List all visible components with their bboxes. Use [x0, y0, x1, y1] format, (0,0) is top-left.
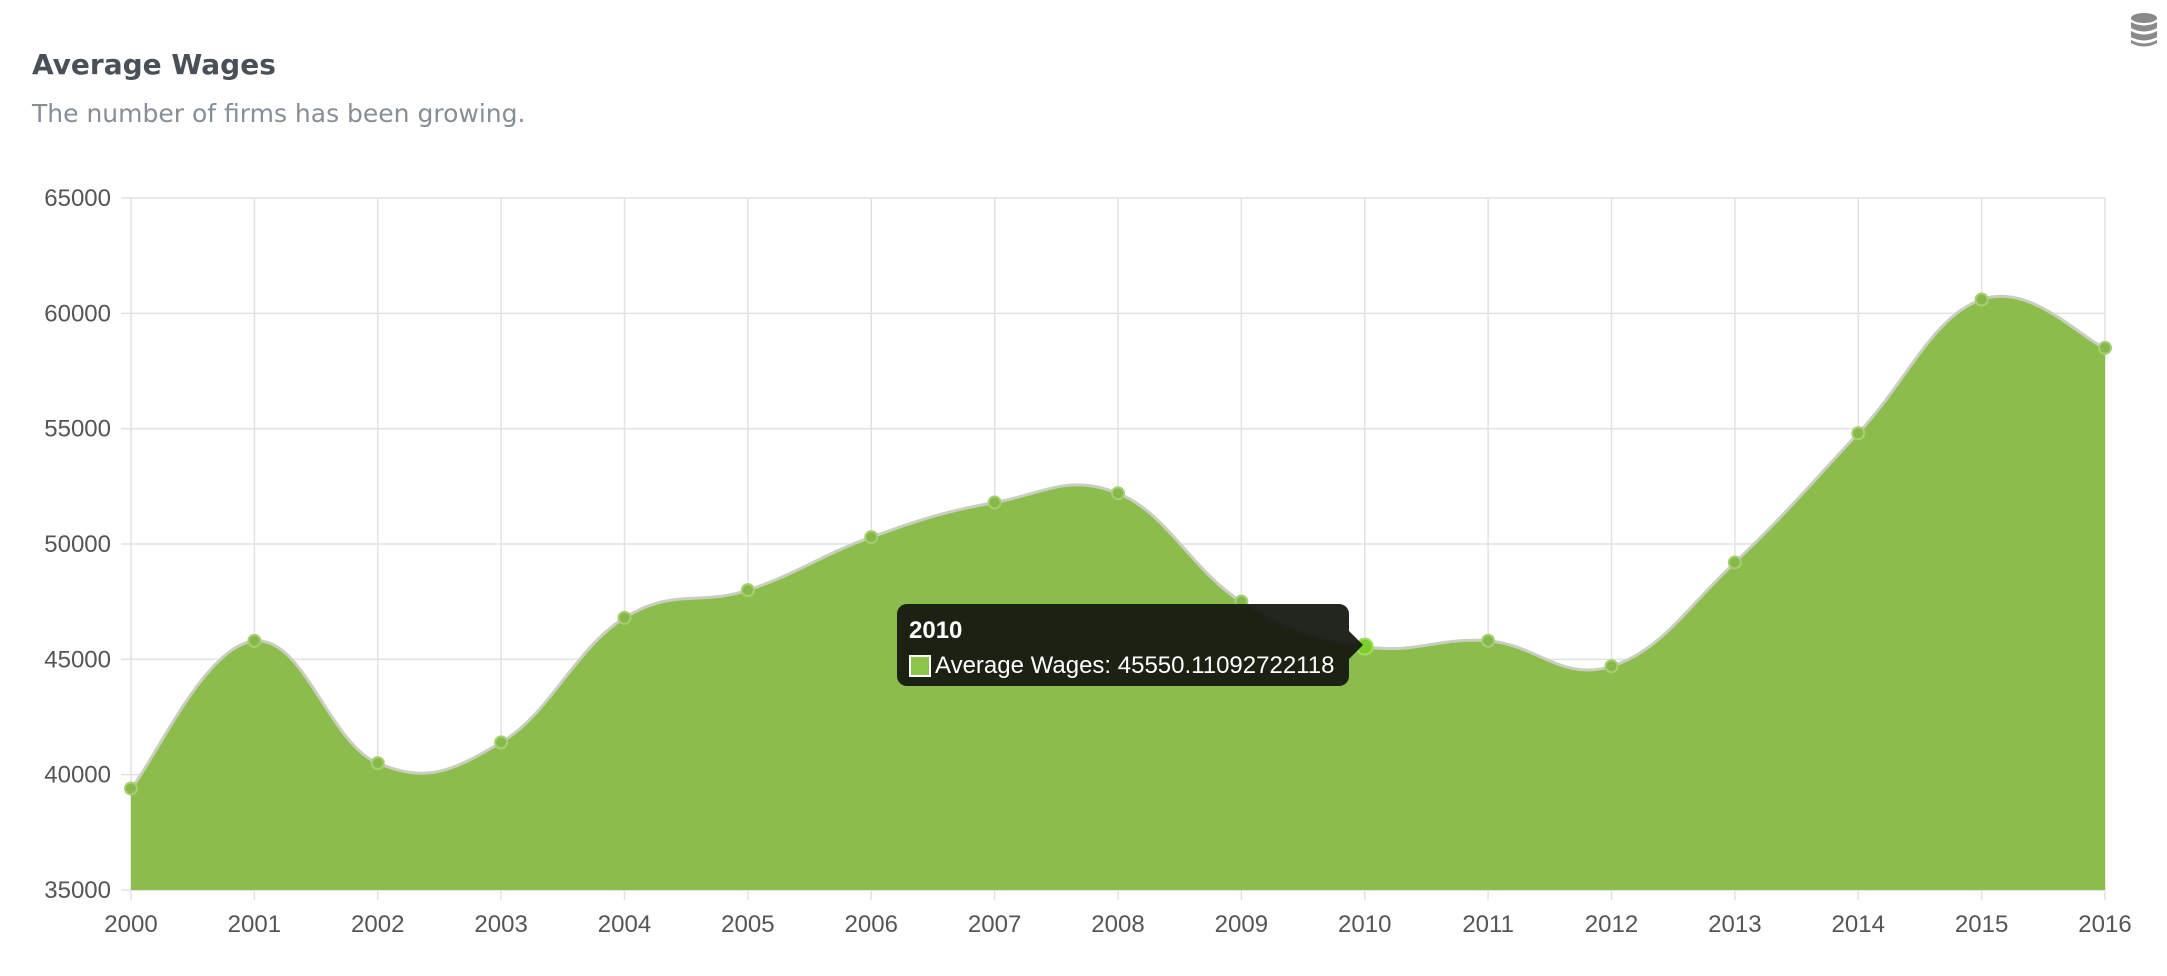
x-tick-label: 2011 [1462, 911, 1514, 938]
data-point [370, 756, 385, 771]
data-point [124, 781, 138, 796]
data-point [740, 583, 755, 598]
data-point [1851, 426, 1866, 441]
x-tick-label: 2004 [598, 911, 651, 938]
data-point [1727, 555, 1742, 570]
database-icon[interactable] [2129, 12, 2159, 48]
tooltip-label: Average Wages: 45550.11092722118 [935, 652, 1335, 679]
y-tick-label: 40000 [44, 762, 111, 789]
data-point [1111, 486, 1125, 501]
x-tick-label: 2009 [1215, 911, 1268, 938]
x-tick-label: 2005 [721, 911, 774, 938]
x-tick-label: 2002 [351, 911, 404, 938]
data-point [1604, 659, 1619, 674]
x-tick-label: 2012 [1585, 911, 1638, 938]
x-tick-label: 2001 [228, 911, 281, 938]
data-point [2098, 340, 2112, 355]
x-tick-label: 2007 [968, 911, 1021, 938]
data-point [1974, 292, 1989, 307]
data-point [1481, 633, 1496, 648]
tooltip-body: Average Wages: 45550.11092722118 [909, 652, 1337, 680]
y-tick-label: 50000 [44, 531, 111, 558]
y-tick-label: 55000 [44, 416, 111, 443]
x-tick-label: 2013 [1708, 911, 1761, 938]
y-tick-label: 60000 [44, 300, 111, 327]
data-point [494, 735, 509, 750]
x-tick-label: 2000 [104, 911, 157, 938]
tooltip: 2010 Average Wages: 45550.11092722118 [897, 604, 1363, 686]
y-tick-label: 35000 [44, 877, 111, 904]
tooltip-swatch [909, 655, 931, 677]
data-points [124, 292, 2112, 796]
x-tick-label: 2016 [2078, 911, 2131, 938]
x-tick-label: 2014 [1832, 911, 1885, 938]
x-tick-label: 2010 [1338, 911, 1391, 938]
x-tick-label: 2006 [845, 911, 898, 938]
axis-labels: 65000 60000 55000 50000 45000 40000 35000 2000 2… [44, 185, 2131, 938]
y-tick-label: 65000 [44, 185, 111, 212]
data-point [987, 495, 1002, 510]
x-tick-label: 2003 [474, 911, 527, 938]
tooltip-title: 2010 [909, 617, 963, 644]
chart-title: Average Wages [32, 48, 276, 81]
y-tick-label: 45000 [44, 646, 111, 673]
tooltip-caret [1349, 631, 1363, 659]
data-point [617, 610, 632, 625]
card-header: Average Wages The number of firms has be… [32, 48, 525, 128]
x-tick-label: 2008 [1091, 911, 1144, 938]
area-fill [131, 296, 2105, 890]
data-point [864, 530, 879, 545]
chart-subtitle: The number of firms has been growing. [32, 99, 526, 128]
data-point [247, 633, 262, 648]
x-tick-label: 2015 [1955, 911, 2008, 938]
